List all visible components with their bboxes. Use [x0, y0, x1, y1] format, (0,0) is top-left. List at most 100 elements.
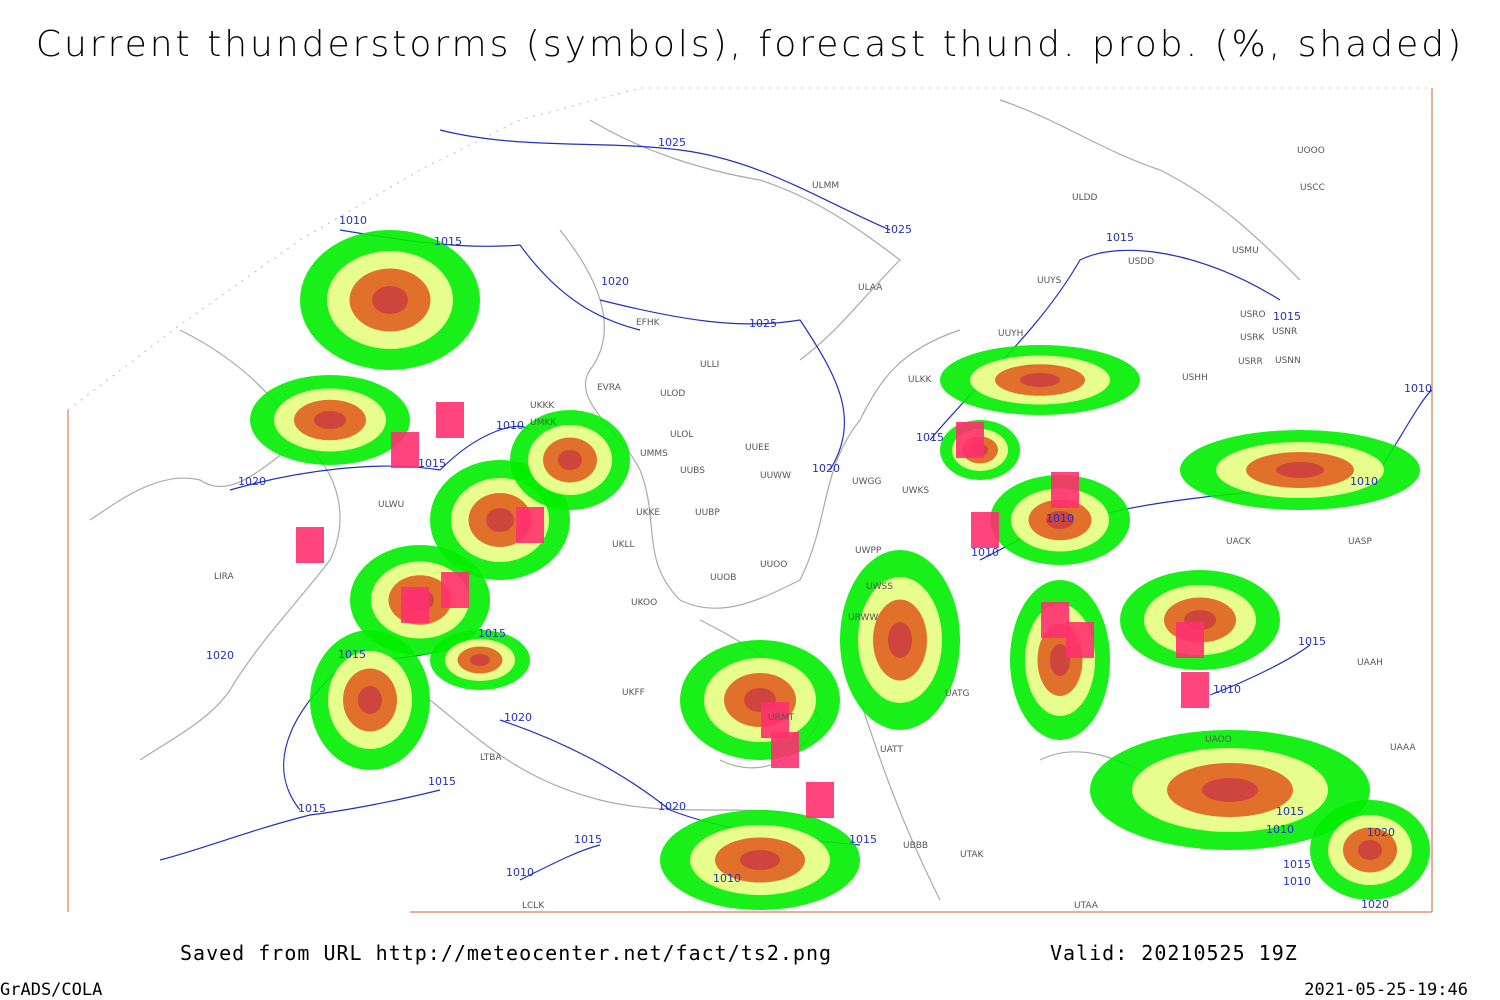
- isobar-label: 1010: [1350, 475, 1378, 488]
- isobar-label: 1015: [1298, 635, 1326, 648]
- station-label: UKKK: [530, 401, 555, 411]
- station-label: UUOO: [760, 560, 787, 570]
- isobar-label: 1015: [574, 833, 602, 846]
- isobar-label: 1015: [338, 648, 366, 661]
- probability-shading: [358, 686, 382, 714]
- station-label: UTAK: [960, 850, 985, 860]
- station-label: UKKE: [636, 508, 660, 518]
- isobar-label: 1015: [1273, 310, 1301, 323]
- station-label: EFHK: [636, 318, 661, 328]
- station-label: UUYS: [1037, 276, 1062, 286]
- isobar-label: 1010: [1283, 875, 1311, 888]
- coastline: [859, 699, 941, 901]
- storm-symbol: [956, 422, 984, 458]
- isobar-label: 1015: [434, 235, 462, 248]
- station-label: USRO: [1240, 310, 1266, 320]
- isobar: [439, 129, 891, 231]
- isobar: [159, 789, 441, 861]
- station-label: ULOL: [670, 430, 693, 440]
- isobar-label: 1025: [884, 223, 912, 236]
- station-label: UOOO: [1297, 146, 1325, 156]
- storm-symbol: [771, 732, 799, 768]
- station-label: USMU: [1232, 246, 1259, 256]
- station-label: LTBA: [480, 753, 502, 763]
- software: GrADS/COLA: [0, 980, 102, 1000]
- isobar-label: 1020: [206, 649, 234, 662]
- station-label: UAAH: [1357, 658, 1383, 668]
- station-label: UBBB: [903, 841, 928, 851]
- isobar-label: 1015: [916, 431, 944, 444]
- station-label: UMMS: [640, 449, 668, 459]
- probability-shading: [740, 850, 780, 870]
- isobar-label: 1015: [478, 627, 506, 640]
- station-label: ULLI: [700, 360, 719, 370]
- storm-symbol: [1051, 472, 1079, 508]
- station-label: UWGG: [852, 477, 881, 487]
- isobar-label: 1020: [504, 711, 532, 724]
- isobar-label: 1010: [1213, 683, 1241, 696]
- isobar-label: 1010: [713, 872, 741, 885]
- station-label: ULMM: [812, 181, 839, 191]
- station-label: UWPP: [855, 546, 882, 556]
- station-label: ULDD: [1072, 193, 1098, 203]
- map-layers: 1025 1010 1015 1020 1025 1025 1015 1015 1010 1010…: [67, 87, 1433, 913]
- isobar-label: 1010: [1046, 512, 1074, 525]
- station-label: UATT: [880, 745, 903, 755]
- station-label: USNR: [1272, 327, 1297, 337]
- coastline: [139, 439, 341, 761]
- station-label: UWKS: [902, 486, 929, 496]
- station-label: ULOD: [660, 389, 685, 399]
- isobar-label: 1020: [1361, 898, 1389, 911]
- isobar: [599, 299, 845, 471]
- title: Current thunderstorms (symbols), forecas…: [36, 24, 1464, 65]
- station-label: UUOB: [710, 573, 736, 583]
- coastline: [559, 229, 801, 609]
- station-label: ULWU: [378, 500, 404, 510]
- station-label: UACK: [1226, 537, 1252, 547]
- station-label: ULKK: [908, 375, 933, 385]
- station-label: UMKK: [530, 418, 557, 428]
- footer-url: Saved from URL http://meteocenter.net/fa…: [180, 941, 832, 965]
- probability-shading: [1202, 778, 1258, 802]
- isobar-label: 1015: [1276, 805, 1304, 818]
- probability-shading: [372, 286, 408, 314]
- probability-shading: [888, 622, 912, 658]
- station-label: UUEE: [745, 443, 770, 453]
- station-label: UKLL: [612, 540, 635, 550]
- isobar-label: 1020: [238, 475, 266, 488]
- probability-shading: [470, 654, 490, 666]
- isobar: [1209, 644, 1311, 696]
- isobar-label: 1010: [339, 214, 367, 227]
- storm-symbol: [296, 527, 324, 563]
- coastline: [589, 119, 901, 361]
- station-label: LIRA: [214, 572, 235, 582]
- storm-symbol: [971, 512, 999, 548]
- isobar-label: 1010: [1404, 382, 1432, 395]
- isobar-label: 1010: [971, 546, 999, 559]
- isobar-label: 1025: [749, 317, 777, 330]
- storm-symbol: [1066, 622, 1094, 658]
- coastline: [999, 99, 1301, 281]
- isobar-label: 1020: [658, 800, 686, 813]
- probability-shading: [558, 450, 582, 470]
- storm-symbol: [1176, 622, 1204, 658]
- coastline: [89, 329, 301, 521]
- storm-symbol: [806, 782, 834, 818]
- station-label: URWW: [848, 613, 878, 623]
- storm-symbol: [516, 507, 544, 543]
- isobar-label: 1010: [496, 419, 524, 432]
- isobar-label: 1015: [418, 457, 446, 470]
- isobar-label: 1015: [298, 802, 326, 815]
- valid-time: Valid: 20210525 19Z: [1050, 941, 1298, 965]
- storm-symbol: [436, 402, 464, 438]
- station-label: URMT: [768, 713, 795, 723]
- isobar-label: 1015: [1106, 231, 1134, 244]
- storm-symbol: [1041, 602, 1069, 638]
- isobar: [229, 425, 531, 491]
- storm-symbol: [391, 432, 419, 468]
- probability-shading: [314, 411, 346, 429]
- isobar-label: 1025: [658, 136, 686, 149]
- isobar-label: 1020: [1367, 826, 1395, 839]
- probability-shading: [1046, 511, 1074, 529]
- station-label: USCC: [1300, 183, 1325, 193]
